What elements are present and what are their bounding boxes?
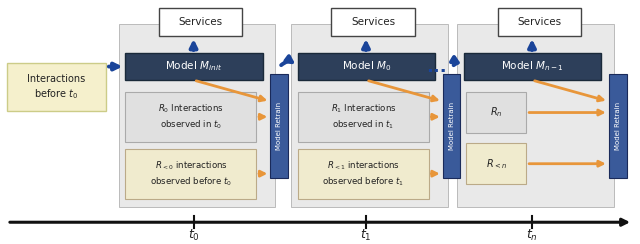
Bar xyxy=(125,149,256,199)
Text: Model $M_{init}$: Model $M_{init}$ xyxy=(165,60,223,73)
Text: $R_n$: $R_n$ xyxy=(490,106,502,119)
Text: Model $M_{n-1}$: Model $M_{n-1}$ xyxy=(501,60,564,73)
Text: Services: Services xyxy=(517,17,561,27)
Bar xyxy=(466,92,526,133)
Bar xyxy=(7,63,106,111)
Bar xyxy=(497,8,580,36)
Text: $R_{<0}$ interactions
observed before $t_0$: $R_{<0}$ interactions observed before $t… xyxy=(150,160,232,187)
Bar xyxy=(270,74,288,178)
Text: $R_1$ Interactions
observed in $t_1$: $R_1$ Interactions observed in $t_1$ xyxy=(331,103,396,131)
Bar xyxy=(298,149,429,199)
Text: Services: Services xyxy=(351,17,395,27)
Text: ...: ... xyxy=(426,58,447,76)
Bar xyxy=(119,24,275,207)
Bar xyxy=(609,74,627,178)
Text: $t_n$: $t_n$ xyxy=(526,228,538,243)
Text: $R_{<1}$ interactions
observed before $t_1$: $R_{<1}$ interactions observed before $t… xyxy=(323,160,404,187)
Bar xyxy=(125,92,256,142)
Text: $R_0$ Interactions
observed in $t_0$: $R_0$ Interactions observed in $t_0$ xyxy=(158,103,224,131)
Text: Services: Services xyxy=(179,17,223,27)
Text: Model Retrain: Model Retrain xyxy=(449,102,454,150)
Text: Interactions
before $t_0$: Interactions before $t_0$ xyxy=(28,74,86,101)
Bar xyxy=(298,53,435,80)
Bar xyxy=(125,53,262,80)
Bar xyxy=(464,53,601,80)
Bar xyxy=(458,24,614,207)
Text: Model Retrain: Model Retrain xyxy=(276,102,282,150)
Text: $t_1$: $t_1$ xyxy=(360,228,372,243)
Bar xyxy=(466,143,526,184)
Text: $t_0$: $t_0$ xyxy=(188,228,200,243)
Bar xyxy=(443,74,461,178)
Bar xyxy=(291,24,448,207)
Bar xyxy=(159,8,242,36)
Text: Model Retrain: Model Retrain xyxy=(614,102,621,150)
Bar xyxy=(298,92,429,142)
Text: $R_{<n}$: $R_{<n}$ xyxy=(486,157,507,171)
Text: Model $M_0$: Model $M_0$ xyxy=(342,60,391,73)
Bar xyxy=(332,8,415,36)
